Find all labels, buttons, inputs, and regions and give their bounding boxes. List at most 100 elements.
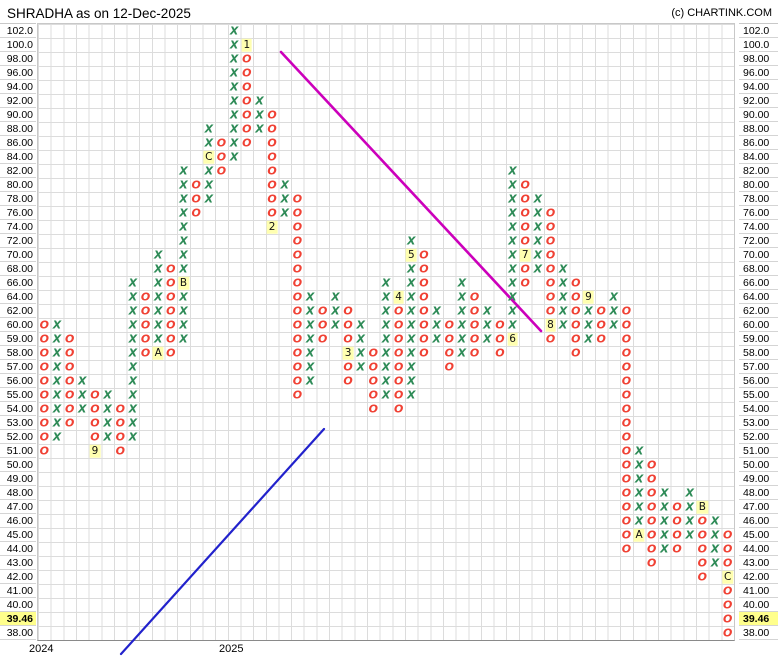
pnf-month-label: A	[633, 528, 645, 542]
pnf-x-mark: X	[457, 346, 467, 360]
price-label-left: 64.00	[0, 290, 36, 304]
pnf-o-mark: O	[292, 360, 303, 374]
pnf-month-label: C	[203, 150, 215, 164]
chart-title: SHRADHA as on 12-Dec-2025	[7, 6, 191, 21]
pnf-x-mark: X	[660, 542, 669, 556]
pnf-x-mark: X	[381, 304, 391, 318]
pnf-x-mark: X	[179, 164, 188, 178]
price-label-left: 66.00	[0, 276, 36, 290]
pnf-o-mark: O	[267, 122, 277, 136]
pnf-x-mark: X	[52, 402, 62, 416]
pnf-x-mark: X	[179, 248, 188, 262]
pnf-x-mark: X	[305, 332, 315, 346]
pnf-o-mark: O	[419, 318, 429, 332]
pnf-o-mark: O	[495, 332, 505, 346]
pnf-o-mark: O	[267, 178, 277, 192]
pnf-o-mark: O	[39, 374, 49, 388]
pnf-x-mark: X	[78, 402, 87, 416]
pnf-x-mark: X	[204, 192, 214, 206]
pnf-x-mark: X	[229, 94, 239, 108]
pnf-x-mark: X	[407, 346, 416, 360]
pnf-x-mark: X	[508, 164, 517, 178]
pnf-o-mark: O	[166, 332, 176, 346]
pnf-month-label: 8	[545, 318, 556, 332]
pnf-o-mark: O	[39, 416, 49, 430]
pnf-o-mark: O	[393, 304, 404, 318]
pnf-o-mark: O	[545, 206, 556, 220]
pnf-x-mark: X	[407, 290, 416, 304]
pnf-x-mark: X	[280, 192, 289, 206]
pnf-x-mark: X	[331, 318, 340, 332]
pnf-o-mark: O	[267, 164, 277, 178]
price-label-right: 100.0	[739, 38, 778, 52]
price-label-right: 40.00	[739, 598, 778, 612]
price-label-right: 59.00	[739, 332, 778, 346]
pnf-month-label: 9	[89, 444, 101, 458]
price-label-right: 54.00	[739, 402, 778, 416]
pnf-o-mark: O	[722, 542, 733, 556]
pnf-x-mark: X	[533, 206, 543, 220]
pnf-o-mark: O	[672, 500, 682, 514]
pnf-o-mark: O	[368, 360, 379, 374]
pnf-x-mark: X	[52, 346, 62, 360]
pnf-x-mark: X	[381, 290, 391, 304]
price-label-right: 50.00	[739, 458, 778, 472]
price-label-left: 68.00	[0, 262, 36, 276]
price-label-left: 49.00	[0, 472, 36, 486]
pnf-x-mark: X	[457, 290, 467, 304]
pnf-o-mark: O	[469, 290, 480, 304]
uptrend-line	[119, 427, 326, 656]
price-label-left: 80.00	[0, 178, 36, 192]
pnf-x-mark: X	[128, 388, 138, 402]
pnf-x-mark: X	[204, 122, 214, 136]
price-label-left: 88.00	[0, 122, 36, 136]
pnf-o-mark: O	[393, 374, 404, 388]
pnf-o-mark: O	[495, 346, 505, 360]
pnf-x-mark: X	[204, 164, 214, 178]
pnf-x-mark: X	[179, 192, 188, 206]
price-label-right: 66.00	[739, 276, 778, 290]
pnf-o-mark: O	[621, 374, 632, 388]
pnf-o-mark: O	[267, 206, 277, 220]
price-label-right: 82.00	[739, 164, 778, 178]
pnf-o-mark: O	[368, 374, 379, 388]
pnf-o-mark: O	[520, 192, 530, 206]
pnf-o-mark: O	[621, 388, 632, 402]
pnf-o-mark: O	[444, 318, 454, 332]
pnf-o-mark: O	[292, 206, 303, 220]
pnf-x-mark: X	[305, 374, 315, 388]
pnf-x-mark: X	[508, 178, 517, 192]
pnf-o-mark: O	[469, 346, 480, 360]
price-label-right: 62.00	[739, 304, 778, 318]
pnf-o-mark: O	[39, 346, 49, 360]
current-price-label: 39.46	[0, 612, 36, 626]
price-axis-left: 102.0 100.0 98.00 96.00 94.00 92.00 90.00 88.00…	[0, 23, 36, 640]
pnf-o-mark: O	[292, 192, 303, 206]
pnf-x-mark: X	[508, 234, 517, 248]
pnf-x-mark: X	[52, 416, 62, 430]
pnf-x-mark: X	[533, 262, 543, 276]
pnf-o-mark: O	[39, 388, 49, 402]
pnf-x-mark: X	[331, 304, 340, 318]
price-label-right: 96.00	[739, 66, 778, 80]
pnf-x-mark: X	[381, 346, 391, 360]
pnf-x-mark: X	[660, 486, 669, 500]
pnf-o-mark: O	[267, 108, 277, 122]
pnf-o-mark: O	[393, 388, 404, 402]
pnf-x-mark: X	[432, 318, 441, 332]
pnf-o-mark: O	[292, 262, 303, 276]
pnf-o-mark: O	[697, 528, 708, 542]
pnf-o-mark: O	[545, 248, 556, 262]
pnf-o-mark: O	[621, 486, 632, 500]
pnf-x-mark: X	[229, 66, 239, 80]
pnf-o-mark: O	[571, 290, 581, 304]
pnf-x-mark: X	[508, 318, 517, 332]
pnf-o-mark: O	[545, 262, 556, 276]
pnf-o-mark: O	[621, 402, 632, 416]
pnf-x-mark: X	[584, 318, 593, 332]
pnf-x-mark: X	[52, 318, 62, 332]
pnf-month-label: 2	[266, 220, 278, 234]
pnf-o-mark: O	[166, 262, 176, 276]
pnf-x-mark: X	[255, 122, 264, 136]
